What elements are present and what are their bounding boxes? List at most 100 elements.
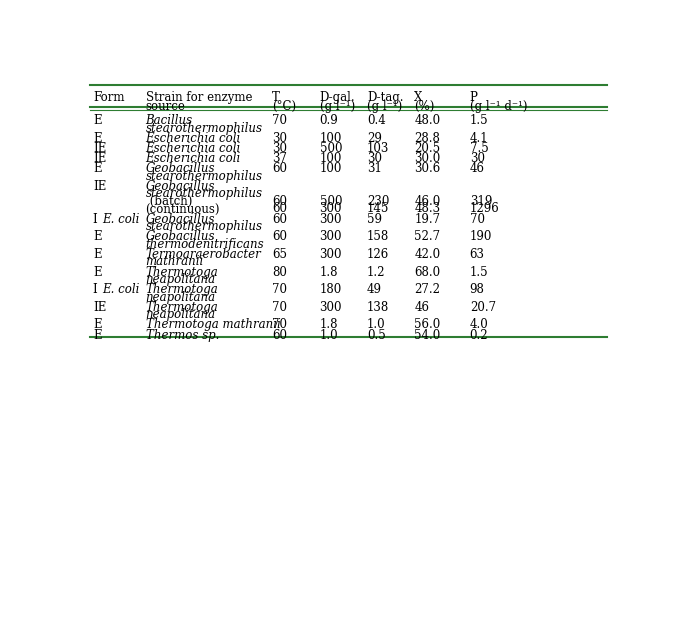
Text: 70: 70	[272, 283, 287, 296]
Text: 0.2: 0.2	[470, 329, 488, 341]
Text: 500: 500	[320, 195, 342, 208]
Text: IE: IE	[93, 301, 106, 314]
Text: 230: 230	[367, 195, 390, 208]
Text: stearothermophilus: stearothermophilus	[146, 220, 262, 233]
Text: 300: 300	[320, 203, 342, 215]
Text: 100: 100	[320, 132, 342, 145]
Text: 60: 60	[272, 195, 287, 208]
Text: Thermotoga: Thermotoga	[146, 301, 218, 314]
Text: 20.7: 20.7	[470, 301, 496, 314]
Text: 1.0: 1.0	[320, 329, 338, 341]
Text: Strain for enzyme: Strain for enzyme	[146, 91, 252, 104]
Text: (g l⁻¹): (g l⁻¹)	[320, 100, 355, 113]
Text: Thermotoga: Thermotoga	[146, 283, 218, 296]
Text: 319: 319	[470, 195, 492, 208]
Text: neapolitana: neapolitana	[146, 308, 216, 322]
Text: mathranii: mathranii	[146, 255, 204, 268]
Text: 60: 60	[272, 213, 287, 225]
Text: 1.2: 1.2	[367, 266, 386, 278]
Text: 180: 180	[320, 283, 342, 296]
Text: 0.5: 0.5	[367, 329, 386, 341]
Text: 300: 300	[320, 248, 342, 261]
Text: 103: 103	[367, 142, 390, 155]
Text: Geobacillus: Geobacillus	[146, 162, 215, 175]
Text: 30.0: 30.0	[414, 152, 441, 165]
Text: Thermotoga: Thermotoga	[146, 266, 218, 278]
Text: 37: 37	[272, 152, 287, 165]
Text: Thermos sp.: Thermos sp.	[146, 329, 219, 341]
Text: 56.0: 56.0	[414, 318, 441, 331]
Text: 7.5: 7.5	[470, 142, 488, 155]
Text: 60: 60	[272, 162, 287, 175]
Text: 1.8: 1.8	[320, 318, 338, 331]
Text: 48.3: 48.3	[414, 203, 441, 215]
Text: 126: 126	[367, 248, 389, 261]
Text: 500: 500	[320, 142, 342, 155]
Text: Form: Form	[93, 91, 124, 104]
Text: 60: 60	[272, 203, 287, 215]
Text: 30.6: 30.6	[414, 162, 441, 175]
Text: E: E	[93, 132, 101, 145]
Text: 30: 30	[272, 142, 287, 155]
Text: 70: 70	[272, 114, 287, 127]
Text: 0.4: 0.4	[367, 114, 386, 127]
Text: (continuous): (continuous)	[146, 203, 220, 215]
Text: 300: 300	[320, 213, 342, 225]
Text: 70: 70	[272, 318, 287, 331]
Text: 30: 30	[367, 152, 382, 165]
Text: stearothermophilus: stearothermophilus	[146, 122, 262, 135]
Text: 138: 138	[367, 301, 389, 314]
Text: E: E	[93, 318, 101, 331]
Text: 158: 158	[367, 230, 389, 243]
Text: 1.5: 1.5	[470, 266, 488, 278]
Text: E: E	[93, 162, 101, 175]
Text: 60: 60	[272, 329, 287, 341]
Text: neapolitana: neapolitana	[146, 290, 216, 304]
Text: stearothermophilus: stearothermophilus	[146, 187, 262, 200]
Text: E: E	[93, 248, 101, 261]
Text: E. coli: E. coli	[103, 283, 140, 296]
Text: (°C): (°C)	[272, 100, 296, 113]
Text: IE: IE	[93, 152, 106, 165]
Text: 0.9: 0.9	[320, 114, 338, 127]
Text: 300: 300	[320, 301, 342, 314]
Text: 30: 30	[470, 152, 485, 165]
Text: 28.8: 28.8	[414, 132, 440, 145]
Text: I: I	[93, 283, 101, 296]
Text: 54.0: 54.0	[414, 329, 441, 341]
Text: 46: 46	[470, 162, 485, 175]
Text: (g l⁻¹): (g l⁻¹)	[367, 100, 402, 113]
Text: neapolitana: neapolitana	[146, 273, 216, 286]
Text: 52.7: 52.7	[414, 230, 441, 243]
Text: Thermotoga mathranii: Thermotoga mathranii	[146, 318, 280, 331]
Text: IE: IE	[93, 180, 106, 192]
Text: 190: 190	[470, 230, 492, 243]
Text: stearothermophilus: stearothermophilus	[146, 169, 262, 183]
Text: Escherichia coli: Escherichia coli	[146, 132, 241, 145]
Text: 1.0: 1.0	[367, 318, 386, 331]
Text: 46: 46	[414, 301, 429, 314]
Text: 30: 30	[272, 132, 287, 145]
Text: 46.0: 46.0	[414, 195, 441, 208]
Text: 42.0: 42.0	[414, 248, 441, 261]
Text: 145: 145	[367, 203, 390, 215]
Text: 80: 80	[272, 266, 287, 278]
Text: Geobacillus: Geobacillus	[146, 180, 215, 192]
Text: Escherichia coli: Escherichia coli	[146, 142, 241, 155]
Text: 31: 31	[367, 162, 382, 175]
Text: Geobacillus: Geobacillus	[146, 230, 215, 243]
Text: Geobacillus: Geobacillus	[146, 213, 215, 225]
Text: 63: 63	[470, 248, 485, 261]
Text: thermodenitrificans: thermodenitrificans	[146, 238, 265, 251]
Text: 49: 49	[367, 283, 382, 296]
Text: 100: 100	[320, 162, 342, 175]
Text: Escherichia coli: Escherichia coli	[146, 152, 241, 165]
Text: 1.5: 1.5	[470, 114, 488, 127]
Text: D-gal.: D-gal.	[320, 91, 355, 104]
Text: (%): (%)	[414, 100, 435, 113]
Text: (batch): (batch)	[146, 195, 192, 208]
Text: 100: 100	[320, 152, 342, 165]
Text: 20.5: 20.5	[414, 142, 441, 155]
Text: T: T	[272, 91, 280, 104]
Text: E: E	[93, 114, 101, 127]
